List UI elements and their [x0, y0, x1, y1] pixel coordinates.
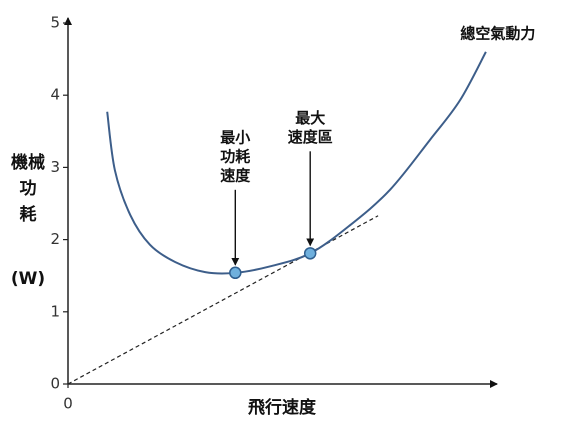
annotation-text: 速度區 — [288, 128, 333, 146]
annotation-text: 最小 — [220, 128, 250, 146]
y-axis-label: 機械 — [11, 152, 45, 173]
y-axis-label: 耗 — [20, 204, 37, 225]
y-tick-label: 0 — [50, 375, 60, 393]
y-tick-label: 1 — [50, 302, 60, 320]
y-unit: (W) — [11, 269, 45, 289]
series-label: 總空氣動力 — [460, 24, 535, 42]
point-marker — [229, 266, 242, 280]
curve — [106, 51, 487, 275]
annotation-text: 功耗 — [220, 147, 250, 165]
y-tick-label: 4 — [50, 86, 60, 104]
y-tick-label: 2 — [50, 230, 60, 248]
annotation-text: 最大 — [295, 109, 325, 127]
y-tick-label: 3 — [50, 158, 60, 176]
tangent-line — [67, 215, 379, 385]
x-tick-label: 0 — [63, 395, 73, 413]
y-axis-label: 功 — [20, 179, 37, 199]
point-marker — [303, 247, 317, 260]
annotation-text: 速度 — [220, 166, 251, 184]
x-axis-label: 飛行速度 — [247, 397, 317, 418]
y-tick-label: 5 — [50, 14, 60, 32]
